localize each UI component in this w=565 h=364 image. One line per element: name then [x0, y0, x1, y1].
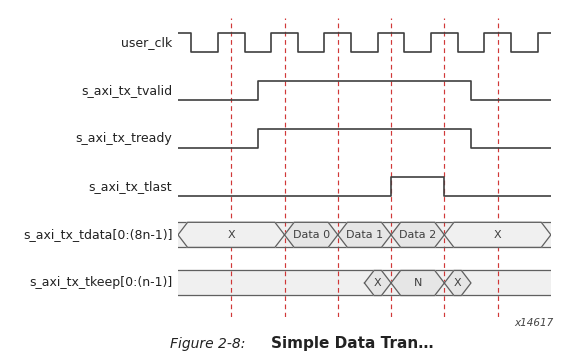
- Text: Data 0: Data 0: [293, 230, 330, 240]
- Text: s_axi_tx_tready: s_axi_tx_tready: [76, 132, 172, 145]
- Text: X: X: [374, 278, 381, 288]
- Polygon shape: [444, 270, 471, 296]
- Polygon shape: [444, 222, 551, 248]
- Text: s_axi_tx_tlast: s_axi_tx_tlast: [89, 180, 172, 193]
- Polygon shape: [338, 222, 391, 248]
- Text: user_clk: user_clk: [121, 36, 172, 49]
- Text: N: N: [414, 278, 422, 288]
- Text: Data 2: Data 2: [399, 230, 436, 240]
- Polygon shape: [178, 222, 285, 248]
- Text: Data 1: Data 1: [346, 230, 383, 240]
- Text: X: X: [454, 278, 462, 288]
- Polygon shape: [391, 270, 444, 296]
- Polygon shape: [178, 222, 551, 248]
- Text: X: X: [228, 230, 235, 240]
- Text: Figure 2-8:: Figure 2-8:: [170, 337, 245, 351]
- Text: s_axi_tx_tkeep[0:(n-1)]: s_axi_tx_tkeep[0:(n-1)]: [29, 277, 172, 289]
- Text: Simple Data Tran…: Simple Data Tran…: [271, 336, 434, 352]
- Text: s_axi_tx_tdata[0:(8n-1)]: s_axi_tx_tdata[0:(8n-1)]: [23, 228, 172, 241]
- Polygon shape: [364, 270, 391, 296]
- Text: x14617: x14617: [515, 318, 554, 328]
- Text: s_axi_tx_tvalid: s_axi_tx_tvalid: [81, 84, 172, 97]
- Polygon shape: [391, 222, 444, 248]
- Polygon shape: [285, 222, 338, 248]
- Polygon shape: [178, 270, 551, 296]
- Text: X: X: [494, 230, 501, 240]
